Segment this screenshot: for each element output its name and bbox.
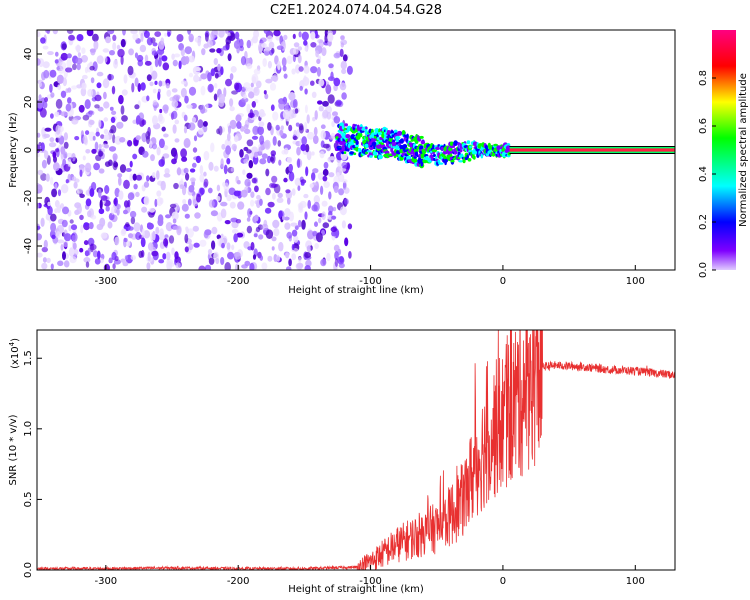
spectrogram-y-tick-label: 20	[23, 96, 34, 109]
snr-y-tick-label: 1.0	[23, 421, 34, 437]
spectrogram-y-tick-label: 40	[23, 48, 34, 61]
snr-series-line	[37, 330, 675, 570]
spectrogram-x-tick-label: -300	[94, 276, 117, 287]
snr-x-tick-label: 100	[626, 576, 645, 587]
snr-plot-area	[37, 330, 675, 570]
snr-exponent-close: )	[10, 338, 21, 342]
colorbar-tick-label: 0.8	[698, 70, 709, 86]
spectrogram-y-tick-label: -20	[23, 190, 34, 206]
spectrogram-y-tick-label: 0	[23, 147, 34, 153]
colorbar-gradient	[712, 30, 736, 270]
signal-track	[334, 122, 675, 169]
snr-x-tick-label: -200	[227, 576, 250, 587]
spectrogram-x-tick-label: 100	[626, 276, 645, 287]
snr-x-axis-label: Height of straight line (km)	[288, 584, 424, 595]
snr-x-tick-label: 0	[500, 576, 506, 587]
colorbar-label: Normalized spectral amplitude	[738, 73, 749, 227]
spectrogram-x-axis-label: Height of straight line (km)	[288, 285, 424, 296]
snr-x-tick-label: -300	[94, 576, 117, 587]
snr-y-tick-label: 0.0	[23, 562, 34, 578]
spectrogram-y-axis-label: Frequency (Hz)	[8, 112, 19, 188]
snr-y-exponent: (x104)	[8, 338, 21, 369]
spectrogram-y-tick-label: -40	[23, 238, 34, 254]
snr-y-axis-label: SNR (10 * v/v)	[8, 414, 19, 485]
snr-exponent-base: (x10	[10, 346, 21, 369]
snr-exponent-power: 4	[8, 341, 16, 346]
spectrogram-x-tick-label: -200	[227, 276, 250, 287]
snr-frame	[36, 329, 676, 571]
snr-x-tick-label: -100	[359, 576, 382, 587]
snr-y-tick-label: 1.5	[23, 350, 34, 366]
noise-region	[37, 30, 353, 270]
colorbar-tick-label: 0.2	[698, 214, 709, 230]
colorbar-tick-label: 0.4	[698, 166, 709, 182]
snr-panel: -300 -200 -100 0 100 0.0 0.5 1.0 1.5 Height of …	[8, 329, 676, 595]
snr-y-tick-label: 0.5	[23, 491, 34, 507]
svg-text:(x104): (x104)	[8, 338, 21, 369]
chart-title: C2E1.2024.074.04.54.G28	[270, 3, 442, 18]
spectrogram-x-tick-label: 0	[500, 276, 506, 287]
colorbar: 0.0 0.2 0.4 0.6 0.8 Normalized spectral ampl…	[698, 30, 749, 278]
colorbar-tick-label: 0.0	[698, 262, 709, 278]
colorbar-tick-label: 0.6	[698, 118, 709, 134]
spectrogram-x-tick-label: -100	[359, 276, 382, 287]
